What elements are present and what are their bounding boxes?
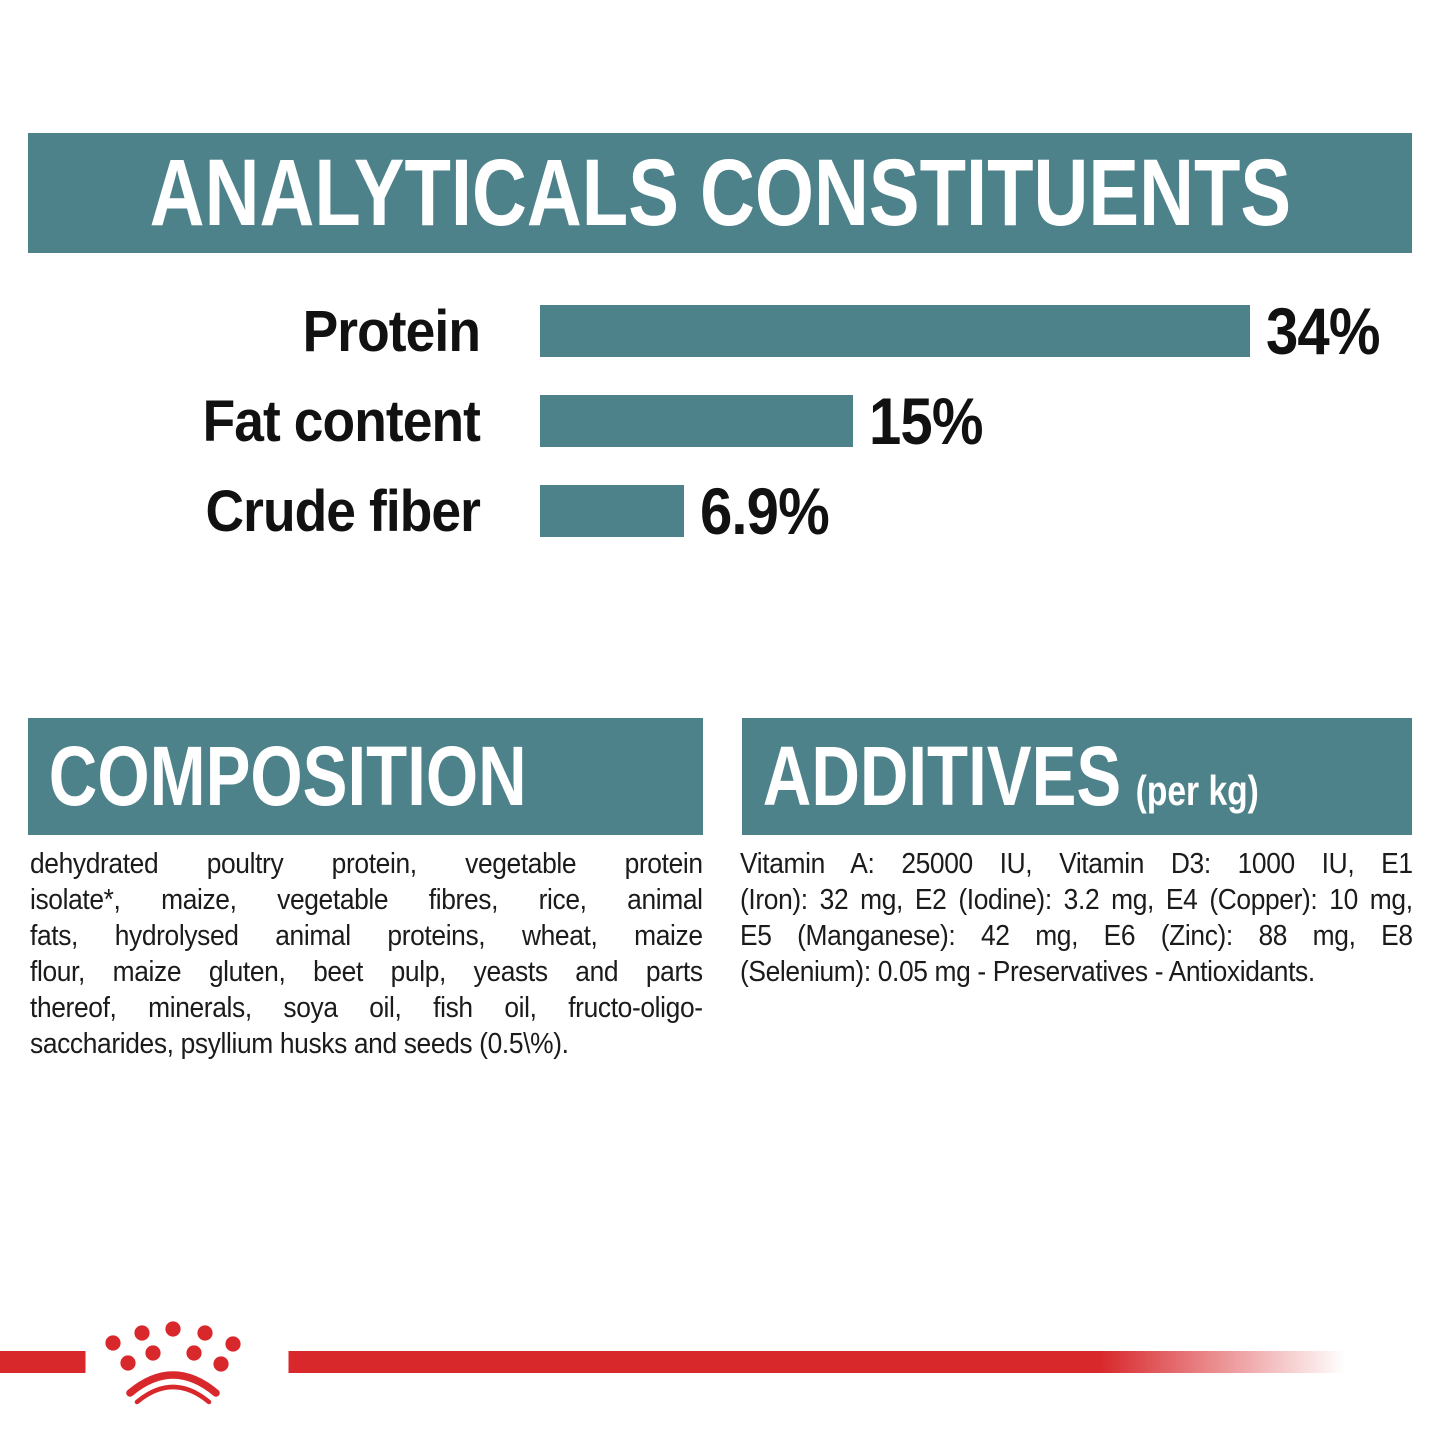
chart-row-crude-fiber: Crude fiber 6.9% xyxy=(0,474,1440,548)
category-label-fat-content: Fat content xyxy=(202,388,481,454)
composition-line: fats, hydrolysed animal proteins, wheat,… xyxy=(30,920,703,952)
composition-line: flour, maize gluten, beet pulp, yeasts a… xyxy=(30,956,703,988)
value-label-protein: 34% xyxy=(1266,294,1380,368)
value-label-fat-content: 15% xyxy=(869,384,983,458)
composition-line: dehydrated poultry protein, vegetable pr… xyxy=(30,848,703,880)
category-label-protein: Protein xyxy=(302,298,481,364)
composition-line: isolate*, maize, vegetable fibres, rice,… xyxy=(30,884,703,916)
bar-crude-fiber xyxy=(540,485,684,537)
bar-protein xyxy=(540,305,1250,357)
additives-line: E5 (Manganese): 42 mg, E6 (Zinc): 88 mg,… xyxy=(740,920,1413,952)
additives-line: (Selenium): 0.05 mg - Preservatives - An… xyxy=(740,956,1315,988)
chart-row-protein: Protein 34% xyxy=(0,294,1440,368)
header-band: ANALYTICALS CONSTITUENTS xyxy=(28,133,1412,253)
chart-row-fat-content: Fat content 15% xyxy=(0,384,1440,458)
additives-heading-suffix: (per kg) xyxy=(1135,767,1259,814)
footer-divider-line xyxy=(0,1351,1440,1373)
additives-header-band: ADDITIVES (per kg) xyxy=(742,718,1412,835)
bar-fat-content xyxy=(540,395,853,447)
composition-header-band: COMPOSITION xyxy=(28,718,703,835)
royal-canin-crown-icon xyxy=(105,1321,241,1405)
additives-heading: ADDITIVES xyxy=(762,729,1122,823)
composition-heading: COMPOSITION xyxy=(48,729,527,823)
additives-line: Vitamin A: 25000 IU, Vitamin D3: 1000 IU… xyxy=(740,848,1413,880)
composition-line: thereof, minerals, soya oil, fish oil, f… xyxy=(30,992,703,1024)
composition-line: saccharides, psyllium husks and seeds (0… xyxy=(30,1028,569,1060)
additives-text: Vitamin A: 25000 IU, Vitamin D3: 1000 IU… xyxy=(740,846,1413,990)
composition-text: dehydrated poultry protein, vegetable pr… xyxy=(30,846,703,1062)
value-label-crude-fiber: 6.9% xyxy=(700,474,830,548)
category-label-crude-fiber: Crude fiber xyxy=(205,478,480,544)
additives-line: (Iron): 32 mg, E2 (Iodine): 3.2 mg, E4 (… xyxy=(740,884,1413,916)
page-title: ANALYTICALS CONSTITUENTS xyxy=(149,139,1291,246)
